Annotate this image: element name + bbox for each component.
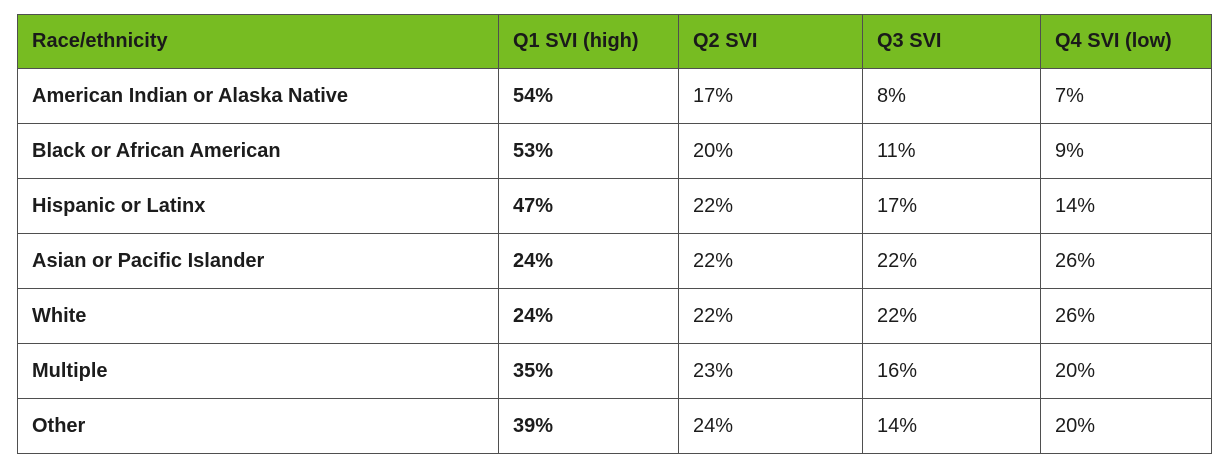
q1-value-cell: 39% (498, 398, 679, 454)
q4-value-cell: 9% (1040, 123, 1212, 179)
q1-value-cell: 24% (498, 233, 679, 289)
q4-value-cell: 14% (1040, 178, 1212, 234)
q1-value-cell: 53% (498, 123, 679, 179)
q4-value-cell: 20% (1040, 343, 1212, 399)
header-cell-q4-svi-low: Q4 SVI (low) (1040, 14, 1212, 69)
q2-value-cell: 20% (678, 123, 863, 179)
race-cell: Asian or Pacific Islander (17, 233, 499, 289)
q4-value-cell: 26% (1040, 288, 1212, 344)
header-cell-race-ethnicity: Race/ethnicity (17, 14, 499, 69)
q2-value-cell: 17% (678, 68, 863, 124)
race-cell: Other (17, 398, 499, 454)
race-cell: American Indian or Alaska Native (17, 68, 499, 124)
q2-value-cell: 22% (678, 178, 863, 234)
race-cell: Hispanic or Latinx (17, 178, 499, 234)
table-row: Hispanic or Latinx 47% 22% 17% 14% (17, 178, 1212, 234)
q2-value-cell: 23% (678, 343, 863, 399)
q2-value-cell: 22% (678, 233, 863, 289)
q2-value-cell: 24% (678, 398, 863, 454)
table-row: American Indian or Alaska Native 54% 17%… (17, 68, 1212, 124)
q1-value-cell: 24% (498, 288, 679, 344)
race-cell: White (17, 288, 499, 344)
table-row: Multiple 35% 23% 16% 20% (17, 343, 1212, 399)
q4-value-cell: 20% (1040, 398, 1212, 454)
race-cell: Multiple (17, 343, 499, 399)
q3-value-cell: 22% (862, 288, 1041, 344)
table-row: Asian or Pacific Islander 24% 22% 22% 26… (17, 233, 1212, 289)
q3-value-cell: 11% (862, 123, 1041, 179)
q4-value-cell: 7% (1040, 68, 1212, 124)
table-row: Other 39% 24% 14% 20% (17, 398, 1212, 454)
header-cell-q3-svi: Q3 SVI (862, 14, 1041, 69)
q3-value-cell: 22% (862, 233, 1041, 289)
race-cell: Black or African American (17, 123, 499, 179)
q2-value-cell: 22% (678, 288, 863, 344)
q4-value-cell: 26% (1040, 233, 1212, 289)
q3-value-cell: 16% (862, 343, 1041, 399)
svi-race-ethnicity-table: Race/ethnicity Q1 SVI (high) Q2 SVI Q3 S… (17, 14, 1212, 454)
q3-value-cell: 8% (862, 68, 1041, 124)
svi-race-ethnicity-table-container: Race/ethnicity Q1 SVI (high) Q2 SVI Q3 S… (17, 14, 1212, 454)
header-row: Race/ethnicity Q1 SVI (high) Q2 SVI Q3 S… (17, 14, 1212, 69)
q1-value-cell: 47% (498, 178, 679, 234)
q1-value-cell: 54% (498, 68, 679, 124)
table-row: White 24% 22% 22% 26% (17, 288, 1212, 344)
q1-value-cell: 35% (498, 343, 679, 399)
q3-value-cell: 17% (862, 178, 1041, 234)
header-cell-q1-svi-high: Q1 SVI (high) (498, 14, 679, 69)
q3-value-cell: 14% (862, 398, 1041, 454)
header-cell-q2-svi: Q2 SVI (678, 14, 863, 69)
table-row: Black or African American 53% 20% 11% 9% (17, 123, 1212, 179)
